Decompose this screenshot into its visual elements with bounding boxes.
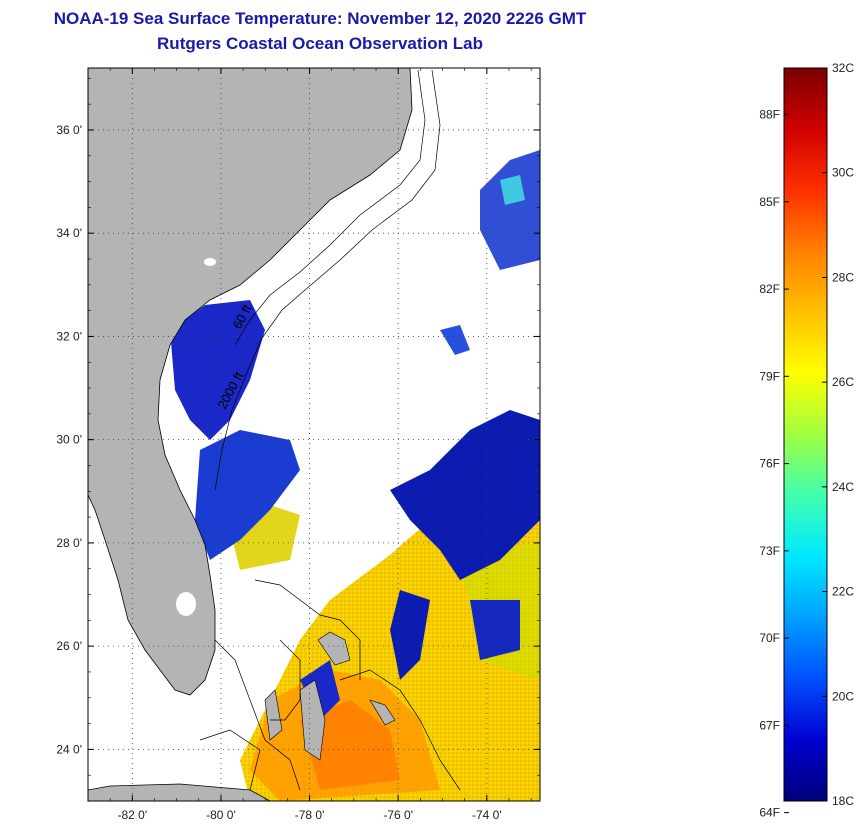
- lat-tick-label: 36 0': [56, 123, 82, 137]
- fahrenheit-label: 64F: [759, 806, 780, 820]
- celsius-label: 20C: [832, 689, 854, 703]
- celsius-label: 30C: [832, 166, 854, 180]
- lat-tick-label: 26 0': [56, 639, 82, 653]
- celsius-label: 24C: [832, 480, 854, 494]
- celsius-label: 32C: [832, 61, 854, 75]
- fahrenheit-label: 79F: [759, 369, 780, 383]
- fahrenheit-label: 73F: [759, 544, 780, 558]
- lat-tick-label: 24 0': [56, 742, 82, 756]
- latitude-labels: 24 0' 26 0' 28 0' 30 0' 32 0' 34 0' 36 0': [56, 123, 82, 756]
- longitude-labels: -82 0' -80 0' -78 0' -76 0' -74 0': [117, 808, 501, 822]
- fahrenheit-label: 67F: [759, 718, 780, 732]
- lat-tick-label: 28 0': [56, 536, 82, 550]
- land: [88, 68, 413, 801]
- celsius-label: 26C: [832, 375, 854, 389]
- fahrenheit-label: 70F: [759, 631, 780, 645]
- celsius-label: 18C: [832, 794, 854, 808]
- lon-tick-label: -78 0': [295, 808, 325, 822]
- fahrenheit-label: 85F: [759, 195, 780, 209]
- lon-tick-label: -74 0': [472, 808, 502, 822]
- colorbar-ticks: [784, 67, 827, 814]
- axis-ticks: [87, 68, 540, 802]
- lon-tick-label: -80 0': [206, 808, 236, 822]
- fahrenheit-label: 82F: [759, 282, 780, 296]
- depth-contours: [199, 69, 461, 791]
- lat-tick-label: 30 0': [56, 433, 82, 447]
- lon-tick-label: -82 0': [117, 808, 147, 822]
- lon-tick-label: -76 0': [383, 808, 413, 822]
- colorbar-celsius-labels: 32C 30C 28C 26C 24C 22C 20C 18C: [832, 61, 854, 808]
- fahrenheit-label: 76F: [759, 457, 780, 471]
- fahrenheit-label: 88F: [759, 108, 780, 122]
- colorbar-gradient: [783, 67, 828, 802]
- colorbar-fahrenheit-labels: 88F 85F 82F 79F 76F 73F 70F 67F 64F: [759, 108, 780, 820]
- celsius-label: 22C: [832, 585, 854, 599]
- map-title: NOAA-19 Sea Surface Temperature: Novembe…: [53, 9, 587, 28]
- lat-tick-label: 32 0': [56, 329, 82, 343]
- celsius-label: 28C: [832, 270, 854, 284]
- lat-tick-label: 34 0': [56, 226, 82, 240]
- graticule: [88, 68, 540, 801]
- map-subtitle: Rutgers Coastal Ocean Observation Lab: [157, 34, 483, 53]
- map-frame: [87, 67, 541, 802]
